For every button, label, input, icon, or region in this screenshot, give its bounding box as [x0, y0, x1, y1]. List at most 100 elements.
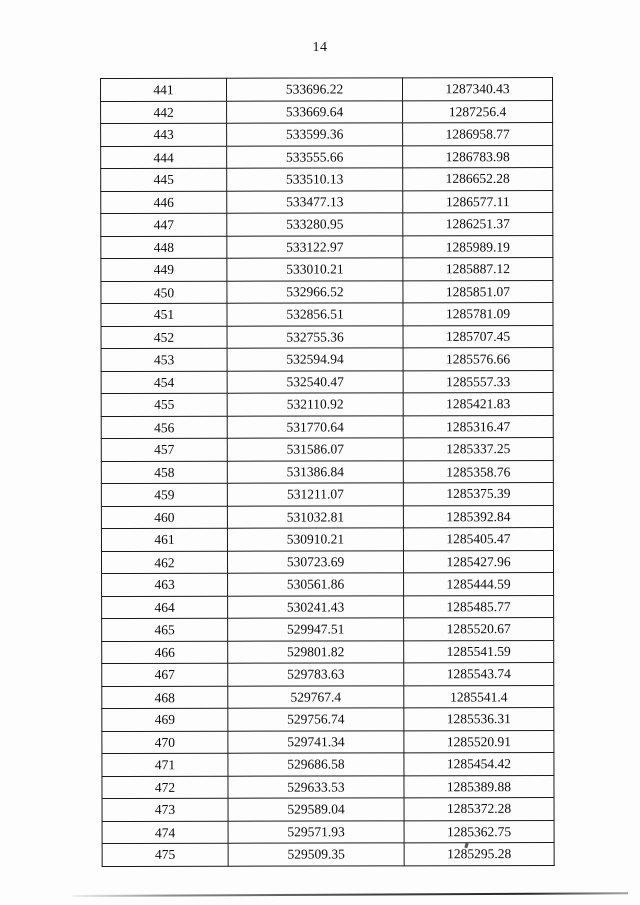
- cell-text: 531586.07: [286, 441, 344, 457]
- cell-text: 1285707.45: [445, 328, 511, 344]
- cell-text: 463: [154, 576, 175, 592]
- table-row: 460 531032.81 1285392.84: [101, 505, 554, 529]
- table-row: 473 529589.04 1285372.28: [102, 797, 555, 821]
- cell-text: 532755.36: [286, 328, 344, 345]
- cell-text: 471: [154, 757, 176, 773]
- table-cell-value-a: 533477.13: [226, 190, 403, 213]
- table-cell-index: 454: [101, 370, 228, 394]
- table-cell-value-b: 1285781.09: [402, 302, 554, 326]
- table-row: 456 531770.64 1285316.47: [101, 415, 554, 439]
- table-cell-index: 463: [101, 573, 228, 596]
- table-row: 463 530561.86 1285444.59: [101, 572, 554, 596]
- cell-text: 461: [154, 531, 175, 547]
- table-cell-value-b: 1285372.28: [404, 797, 555, 821]
- table-cell-index: 458: [101, 460, 228, 484]
- cell-text: 448: [153, 239, 174, 255]
- table-row: 472 529633.53 1285389.88: [101, 775, 555, 799]
- table-cell-value-b: 1285557.33: [403, 370, 554, 393]
- table-row: 455 532110.92 1285421.83: [101, 392, 554, 416]
- cell-text: 1285389.88: [446, 778, 512, 794]
- cell-text: 533010.21: [286, 261, 344, 277]
- cell-text: 1285454.42: [446, 756, 512, 772]
- table-row: 451 532856.51 1285781.09: [100, 302, 554, 326]
- table-cell-index: 453: [101, 348, 228, 372]
- cell-text: 531386.84: [286, 463, 345, 479]
- table-row: 447 533280.95 1286251.37: [100, 212, 553, 237]
- cell-text: 458: [154, 464, 175, 480]
- table-row: 471 529686.58 1285454.42: [101, 752, 554, 777]
- cell-text: 1286251.37: [445, 216, 510, 232]
- cell-text: 469: [154, 711, 175, 727]
- cell-text: 529686.58: [287, 756, 345, 772]
- table-cell-index: 457: [101, 438, 228, 461]
- cell-text: 1285392.84: [446, 508, 511, 524]
- table-cell-value-a: 530241.43: [227, 595, 404, 619]
- table-row: 443 533599.36 1286958.77: [100, 122, 553, 146]
- table-cell-value-a: 532594.94: [227, 347, 404, 371]
- table-cell-index: 441: [100, 78, 227, 102]
- table-cell-index: 443: [100, 123, 227, 146]
- cell-text: 529767.4: [290, 688, 342, 705]
- cell-text: 450: [153, 284, 175, 300]
- table-row: 467 529783.63 1285543.74: [101, 662, 554, 686]
- table-cell-value-a: 532110.92: [227, 392, 404, 416]
- table-row: 470 529741.34 1285520.91: [101, 730, 554, 754]
- table-cell-value-b: 1285421.83: [403, 392, 554, 416]
- table-cell-value-b: 1285520.91: [403, 730, 554, 753]
- table-cell-index: 445: [100, 168, 227, 191]
- table-cell-value-b: 1285444.59: [403, 572, 554, 596]
- table-cell-index: 467: [101, 663, 228, 686]
- cell-text: 1285485.77: [446, 598, 511, 614]
- cell-text: 529589.04: [287, 801, 345, 817]
- table-cell-index: 450: [100, 281, 227, 304]
- table-row: 474 529571.93 1285362.75: [102, 820, 555, 844]
- cell-text: 1285887.12: [445, 261, 510, 277]
- cell-text: 462: [154, 554, 175, 570]
- cell-text: 1285576.66: [446, 351, 511, 367]
- cell-text: 1287256.4: [448, 103, 507, 119]
- table-cell-index: 448: [100, 235, 227, 259]
- table-cell-value-b: 1285362.75: [404, 820, 555, 843]
- table-cell-value-a: 529589.04: [228, 797, 405, 821]
- table-cell-index: 464: [101, 595, 228, 619]
- table-cell-index: 455: [101, 393, 228, 416]
- table-cell-index: 475: [102, 843, 229, 866]
- table-cell-value-b: 1285454.42: [403, 752, 554, 776]
- table-cell-value-a: 531770.64: [227, 415, 404, 439]
- cell-text: 470: [154, 734, 176, 750]
- cell-text: 475: [154, 846, 176, 862]
- table-cell-value-b: 1286958.77: [402, 122, 553, 146]
- table-row: 454 532540.47 1285557.33: [101, 370, 554, 394]
- table-row: 465 529947.51 1285520.67: [101, 617, 554, 642]
- table-cell-value-a: 533669.64: [226, 100, 403, 123]
- cell-text: 454: [153, 374, 175, 390]
- cell-text: 1285444.59: [446, 576, 511, 592]
- table-cell-index: 470: [101, 730, 228, 754]
- cell-text: 532110.92: [286, 396, 344, 412]
- table-row: 475 529509.35 1285295.28: [102, 842, 555, 866]
- table-cell-value-b: 1286652.28: [402, 167, 553, 191]
- cell-text: 532966.52: [286, 283, 344, 299]
- table-cell-value-b: 1287340.43: [402, 77, 553, 101]
- table-row: 453 532594.94 1285576.66: [101, 347, 554, 372]
- table-row: 446 533477.13 1286577.11: [100, 190, 553, 214]
- table-cell-value-b: 1285316.47: [403, 415, 554, 438]
- table-body: 441 533696.22 1287340.43 442 533669.64 128725…: [100, 77, 555, 866]
- cell-text: 447: [153, 217, 174, 233]
- table-cell-index: 462: [101, 551, 228, 574]
- cell-text: 1285536.31: [446, 711, 511, 727]
- table-cell-value-b: 1287256.4: [402, 100, 553, 123]
- table-row: 459 531211.07 1285375.39: [101, 482, 554, 507]
- cell-text: 1285543.74: [446, 666, 511, 682]
- table-cell-value-a: 532966.52: [226, 280, 403, 303]
- table-cell-value-a: 529947.51: [227, 617, 404, 641]
- table-cell-index: 474: [102, 821, 229, 844]
- cell-text: 1285781.09: [445, 306, 511, 322]
- table-cell-index: 451: [100, 303, 228, 326]
- cell-text: 533477.13: [286, 193, 344, 209]
- cell-text: 1285358.76: [446, 463, 511, 480]
- table-cell-index: 461: [101, 528, 228, 551]
- table-row: 458 531386.84 1285358.76: [101, 460, 554, 484]
- table-cell-index: 465: [101, 618, 228, 642]
